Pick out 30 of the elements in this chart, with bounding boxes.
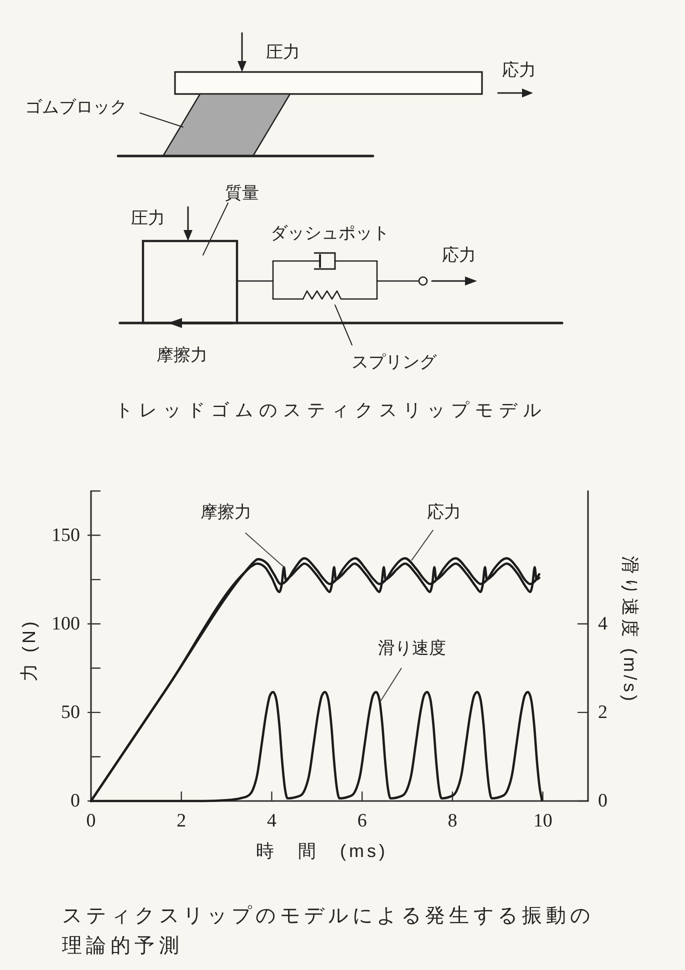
text: トレッドゴムのスティクスリップモデル <box>115 400 547 420</box>
y2-tick-label: 4 <box>598 613 608 634</box>
y-axis-title: 力 (N) <box>19 618 39 682</box>
text: スティクスリップのモデルによる発生する振動の理論的予測 <box>62 905 594 957</box>
text: 応力 <box>442 246 476 264</box>
x-tick-label: 2 <box>176 810 186 832</box>
y-tick-label: 150 <box>52 524 80 546</box>
y-tick-label: 0 <box>70 790 80 812</box>
text: 摩擦力 <box>156 346 208 364</box>
x-tick-label: 4 <box>266 810 277 832</box>
annotation: 摩擦力 <box>200 502 252 522</box>
x-tick-label: 6 <box>357 810 367 832</box>
y2-axis-title: 滑り速度 (m/s) <box>620 556 640 704</box>
text: 質量 <box>225 184 259 202</box>
text: 応力 <box>502 60 536 80</box>
y-tick-label: 100 <box>52 613 80 634</box>
text: ダッシュポット <box>270 224 390 242</box>
y-tick-label: 50 <box>61 702 80 723</box>
text: 圧力 <box>266 42 300 62</box>
text: ゴムブロック <box>25 98 127 116</box>
x-tick-label: 8 <box>448 810 458 832</box>
text: 圧力 <box>131 208 165 228</box>
x-axis-title: 時 間 (ms) <box>256 841 388 861</box>
x-tick-label: 10 <box>533 810 552 832</box>
text: スプリング <box>352 352 438 372</box>
annotation: 滑り速度 <box>378 638 446 658</box>
y2-tick-label: 0 <box>598 790 608 812</box>
x-tick-label: 0 <box>86 810 96 832</box>
y2-tick-label: 2 <box>598 702 608 723</box>
annotation: 応力 <box>426 502 461 522</box>
